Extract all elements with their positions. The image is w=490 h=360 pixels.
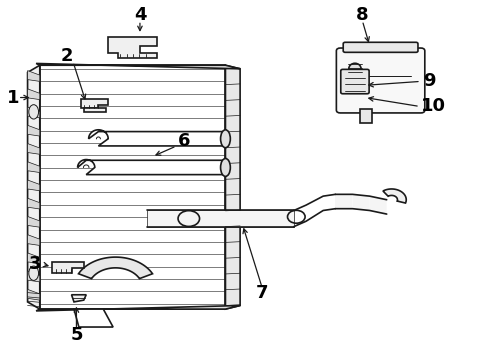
Text: 7: 7 <box>256 284 269 302</box>
Polygon shape <box>77 159 223 175</box>
Ellipse shape <box>220 130 230 148</box>
FancyBboxPatch shape <box>341 69 369 94</box>
Polygon shape <box>84 108 106 112</box>
Text: 2: 2 <box>60 47 73 65</box>
Polygon shape <box>40 65 225 309</box>
Polygon shape <box>89 130 223 146</box>
Polygon shape <box>52 262 84 273</box>
FancyBboxPatch shape <box>343 42 418 52</box>
Polygon shape <box>27 65 40 309</box>
Polygon shape <box>27 89 40 100</box>
Polygon shape <box>74 309 113 327</box>
Polygon shape <box>27 271 40 282</box>
Polygon shape <box>36 306 240 311</box>
Polygon shape <box>81 99 108 108</box>
Ellipse shape <box>349 63 361 74</box>
Polygon shape <box>27 107 40 118</box>
Text: 4: 4 <box>134 6 146 24</box>
Polygon shape <box>225 65 240 309</box>
Text: 3: 3 <box>28 255 41 273</box>
Ellipse shape <box>29 266 39 280</box>
Polygon shape <box>27 216 40 227</box>
Ellipse shape <box>29 105 39 119</box>
Bar <box>360 109 372 123</box>
Text: 10: 10 <box>420 98 445 116</box>
Polygon shape <box>352 194 369 211</box>
Text: 1: 1 <box>7 89 19 107</box>
Text: 8: 8 <box>356 6 368 24</box>
Polygon shape <box>108 37 157 58</box>
Text: 9: 9 <box>423 72 436 90</box>
Polygon shape <box>27 125 40 136</box>
Polygon shape <box>147 211 294 226</box>
Polygon shape <box>27 289 40 300</box>
Polygon shape <box>369 196 387 214</box>
Text: 6: 6 <box>178 131 190 149</box>
Polygon shape <box>27 235 40 246</box>
Polygon shape <box>36 63 240 69</box>
Text: 5: 5 <box>70 326 83 344</box>
Ellipse shape <box>220 158 230 176</box>
Polygon shape <box>72 295 86 302</box>
Polygon shape <box>27 144 40 154</box>
Polygon shape <box>27 180 40 191</box>
Polygon shape <box>383 189 406 203</box>
Polygon shape <box>27 253 40 264</box>
Polygon shape <box>27 71 40 81</box>
Polygon shape <box>27 162 40 172</box>
Polygon shape <box>27 198 40 209</box>
Polygon shape <box>335 194 352 209</box>
Polygon shape <box>78 257 152 279</box>
FancyBboxPatch shape <box>336 48 425 113</box>
